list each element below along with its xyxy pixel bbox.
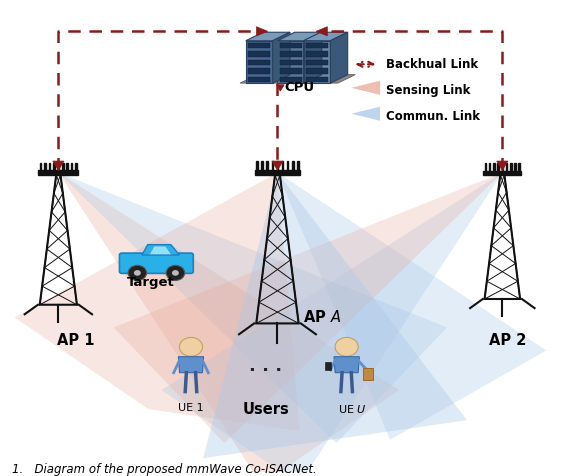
Bar xyxy=(248,60,271,65)
Bar xyxy=(248,77,271,82)
Text: Sensing Link: Sensing Link xyxy=(386,84,470,97)
Bar xyxy=(287,161,288,170)
Text: AP 1: AP 1 xyxy=(57,333,94,347)
Polygon shape xyxy=(203,173,467,458)
Polygon shape xyxy=(246,32,290,41)
Bar xyxy=(71,163,72,170)
Polygon shape xyxy=(114,173,502,443)
Polygon shape xyxy=(334,357,360,373)
Text: . . .: . . . xyxy=(249,357,283,375)
Polygon shape xyxy=(257,27,268,36)
Circle shape xyxy=(335,337,358,356)
Bar xyxy=(306,43,328,48)
Bar xyxy=(53,163,55,170)
Bar xyxy=(483,170,521,175)
Text: Backhual Link: Backhual Link xyxy=(386,58,478,71)
Bar xyxy=(272,161,273,170)
Bar xyxy=(39,170,78,175)
Bar xyxy=(306,68,328,74)
Circle shape xyxy=(134,270,141,276)
Bar xyxy=(518,163,520,170)
Bar xyxy=(506,163,507,170)
Text: UE $U$: UE $U$ xyxy=(338,403,367,416)
Bar xyxy=(325,362,331,370)
Bar xyxy=(514,163,516,170)
Bar xyxy=(49,163,50,170)
Bar xyxy=(363,368,373,380)
Text: CPU: CPU xyxy=(284,81,314,94)
Bar xyxy=(280,77,302,82)
Polygon shape xyxy=(53,161,64,170)
Bar xyxy=(281,161,283,170)
Polygon shape xyxy=(331,32,348,83)
Bar xyxy=(280,51,302,57)
Bar xyxy=(266,161,268,170)
Polygon shape xyxy=(142,245,179,255)
Bar xyxy=(66,163,68,170)
Polygon shape xyxy=(162,173,502,476)
Bar xyxy=(248,68,271,74)
Bar xyxy=(45,163,46,170)
Bar xyxy=(489,163,490,170)
Bar xyxy=(280,43,302,48)
Polygon shape xyxy=(273,32,290,83)
Bar xyxy=(62,163,64,170)
Text: AP 2: AP 2 xyxy=(490,333,527,347)
Bar xyxy=(502,163,503,170)
Circle shape xyxy=(179,337,202,356)
Polygon shape xyxy=(276,85,284,91)
Polygon shape xyxy=(14,173,277,409)
Polygon shape xyxy=(351,81,380,95)
Bar xyxy=(280,68,302,74)
Text: 1.   Diagram of the proposed mmWave Co-ISACNet.: 1. Diagram of the proposed mmWave Co-ISA… xyxy=(12,463,317,476)
Polygon shape xyxy=(58,173,399,476)
Bar xyxy=(493,163,495,170)
Text: Target: Target xyxy=(127,276,175,289)
Bar xyxy=(306,51,328,57)
Polygon shape xyxy=(316,27,327,36)
Polygon shape xyxy=(272,161,283,170)
Bar xyxy=(292,161,294,170)
Polygon shape xyxy=(497,161,508,170)
Circle shape xyxy=(172,270,179,276)
Circle shape xyxy=(166,265,184,280)
Bar xyxy=(248,51,271,57)
Bar xyxy=(297,161,299,170)
Polygon shape xyxy=(305,32,322,83)
Polygon shape xyxy=(277,173,546,440)
Circle shape xyxy=(128,265,147,280)
Polygon shape xyxy=(246,41,273,83)
Bar xyxy=(510,163,512,170)
Polygon shape xyxy=(150,246,171,255)
Polygon shape xyxy=(277,32,322,41)
Polygon shape xyxy=(277,41,305,83)
Text: Users: Users xyxy=(243,403,290,417)
Bar xyxy=(58,163,59,170)
Polygon shape xyxy=(303,41,331,83)
Bar xyxy=(255,170,300,175)
Polygon shape xyxy=(240,75,355,83)
Bar xyxy=(497,163,499,170)
Polygon shape xyxy=(351,107,380,121)
Bar xyxy=(306,77,328,82)
Bar xyxy=(75,163,77,170)
Bar xyxy=(485,163,486,170)
Bar xyxy=(276,161,279,170)
Polygon shape xyxy=(149,173,299,431)
FancyBboxPatch shape xyxy=(120,253,193,273)
Bar xyxy=(306,60,328,65)
Bar xyxy=(280,60,302,65)
Text: Commun. Link: Commun. Link xyxy=(386,109,480,123)
Text: UE 1: UE 1 xyxy=(178,403,204,413)
Text: AP $A$: AP $A$ xyxy=(303,309,342,325)
Bar xyxy=(248,43,271,48)
Polygon shape xyxy=(178,357,203,373)
Polygon shape xyxy=(58,173,447,443)
Bar xyxy=(261,161,263,170)
Bar xyxy=(257,161,258,170)
Bar xyxy=(40,163,42,170)
Polygon shape xyxy=(303,32,348,41)
